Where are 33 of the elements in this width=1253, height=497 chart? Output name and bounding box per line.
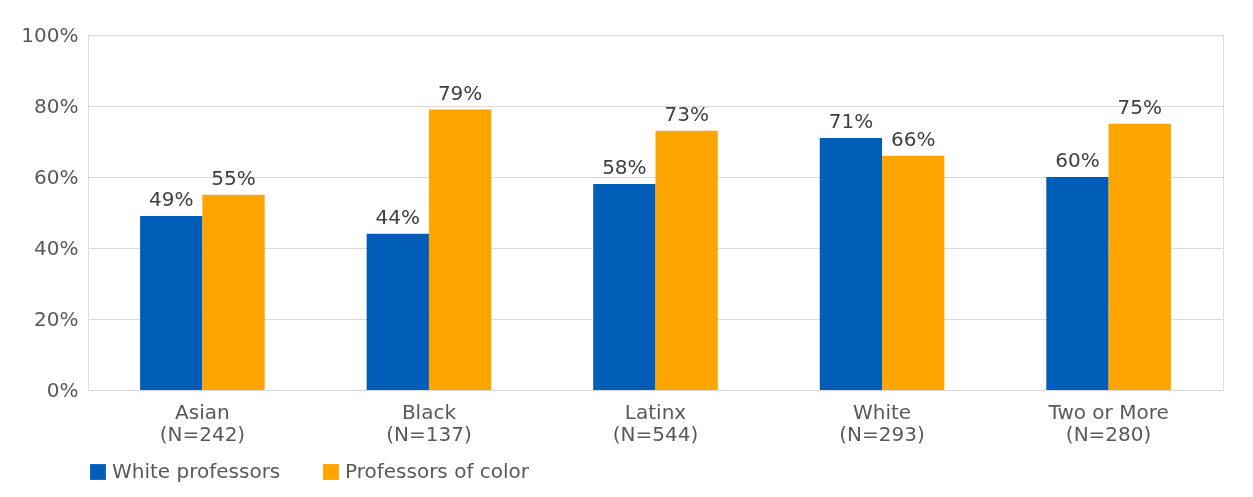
bar bbox=[882, 155, 945, 390]
data-label: 49% bbox=[149, 187, 194, 212]
data-label: 55% bbox=[211, 165, 256, 190]
x-tick-label: White (N=293) bbox=[839, 399, 925, 446]
bar bbox=[366, 233, 429, 390]
data-label: 66% bbox=[890, 126, 936, 151]
bar bbox=[655, 130, 718, 390]
bar bbox=[202, 194, 265, 390]
y-tick-label: 40% bbox=[34, 235, 79, 260]
legend-label: White professors bbox=[112, 459, 281, 483]
x-tick-label: Black (N=137) bbox=[386, 399, 472, 446]
x-tick-label: Two or More (N=280) bbox=[1047, 399, 1169, 446]
bar bbox=[140, 216, 203, 390]
bar bbox=[428, 109, 492, 390]
legend-label: Professors of color bbox=[345, 459, 530, 483]
y-tick-label: 100% bbox=[21, 22, 79, 47]
data-label: 75% bbox=[1117, 94, 1162, 119]
data-label: 58% bbox=[602, 155, 647, 180]
x-tick-label: Latinx (N=544) bbox=[612, 399, 699, 446]
data-label: 60% bbox=[1055, 148, 1100, 172]
bar bbox=[1046, 177, 1109, 390]
y-tick-label: 80% bbox=[34, 93, 79, 118]
y-tick-label: 60% bbox=[34, 164, 79, 189]
y-tick-label: 0% bbox=[46, 377, 79, 402]
data-label: 44% bbox=[375, 204, 421, 229]
bar bbox=[819, 137, 883, 390]
data-label: 73% bbox=[664, 101, 709, 126]
bar bbox=[1108, 123, 1171, 390]
x-tick-label: Asian (N=242) bbox=[159, 399, 246, 446]
data-label: 79% bbox=[437, 80, 483, 105]
data-label: 71% bbox=[828, 108, 874, 133]
y-tick-label: 20% bbox=[34, 306, 79, 331]
bar bbox=[593, 184, 656, 390]
